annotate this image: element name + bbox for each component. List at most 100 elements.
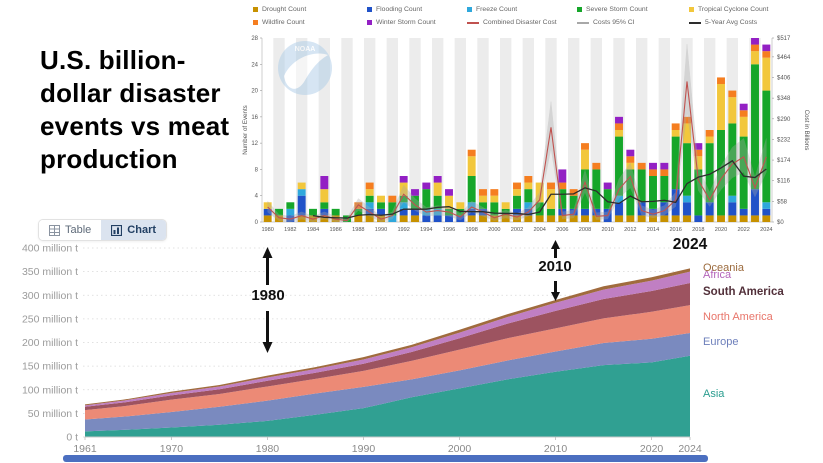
bar-segment (388, 202, 397, 216)
arrow-down-1980 (262, 311, 273, 353)
bar-segment (717, 215, 725, 222)
bar-segment (524, 182, 533, 190)
bar-segment (479, 189, 487, 196)
chart-tab-label: Chart (127, 224, 157, 236)
bar-segment (320, 208, 329, 216)
bar-segment (433, 176, 442, 183)
bar-segment (501, 208, 510, 216)
bar-segment (728, 215, 737, 222)
bar-segment (671, 123, 680, 130)
chart-tab[interactable]: Chart (101, 220, 167, 240)
bar-segment (547, 208, 555, 216)
bar-segment (558, 169, 567, 183)
bar-segment (433, 215, 442, 222)
x-tick-label: 2018 (692, 227, 704, 233)
x-tick-label: 2016 (669, 227, 681, 233)
bar-segment (479, 195, 487, 203)
bar-segment (411, 195, 419, 209)
x-tick-label: 1988 (352, 227, 364, 233)
bar-segment (762, 51, 771, 58)
bar-segment (456, 208, 465, 216)
region-label-africa: Africa (703, 269, 732, 282)
bar-segment (365, 182, 374, 190)
bar-segment (286, 202, 295, 209)
left-tick-label: 0 (255, 220, 259, 226)
bar-segment (263, 208, 272, 216)
bar-segment (739, 103, 748, 111)
bar-segment (694, 156, 703, 170)
bar-segment (581, 143, 589, 150)
y-tick-label: 300 million t (22, 290, 78, 302)
bar-segment (603, 182, 612, 190)
bar-segment (399, 195, 408, 203)
bar-segment (728, 195, 737, 203)
bar-segment (456, 215, 465, 222)
x-tick-label: 1996 (443, 227, 455, 233)
bar-segment (377, 195, 385, 203)
bar-segment (671, 130, 680, 137)
bar-segment (751, 215, 759, 222)
bar-segment (728, 123, 737, 196)
bar-segment (581, 208, 589, 216)
bar-segment (626, 162, 635, 170)
bar-segment (717, 84, 725, 130)
x-tick-label: 2022 (737, 227, 749, 233)
year-stripe (500, 38, 512, 222)
page-title: U.S. billion- dollar disaster events vs … (40, 44, 255, 176)
bar-segment (558, 182, 567, 190)
bar-segment (626, 215, 635, 222)
right-tick-label: $174 (777, 158, 791, 164)
bar-segment (399, 182, 408, 196)
legend-item: Wildfire Count (253, 19, 367, 26)
x-tick-label: 2010 (601, 227, 613, 233)
bar-segment (411, 208, 419, 216)
bar-segment (297, 215, 306, 222)
bar-segment (592, 215, 601, 222)
bar-segment (365, 189, 374, 196)
right-axis-title: Cost in Billions (803, 110, 810, 151)
y-tick-label: 0 t (66, 432, 78, 444)
bar-segment (671, 136, 680, 190)
area-europe (85, 333, 690, 432)
year-stripe (364, 38, 376, 222)
bar-segment (592, 169, 601, 209)
bar-segment (637, 215, 646, 222)
year-stripe (522, 38, 534, 222)
bar-segment (365, 202, 374, 209)
bar-segment (751, 189, 759, 216)
left-tick-label: 20 (251, 89, 258, 95)
x-tick-label: 1992 (397, 227, 409, 233)
legend-swatch (367, 20, 372, 25)
bar-segment (569, 189, 578, 196)
bar-segment (445, 195, 453, 209)
x-tick-label: 2012 (624, 227, 636, 233)
bar-segment (467, 156, 476, 176)
left-tick-label: 4 (255, 194, 259, 200)
bar-segment (297, 195, 306, 216)
x-tick-label: 2020 (715, 227, 727, 233)
region-label-north-america: North America (703, 311, 773, 324)
bar-segment (626, 156, 635, 163)
timeline-slider[interactable] (63, 455, 708, 462)
left-axis-title: Number of Events (242, 105, 249, 155)
bar-segment (649, 176, 657, 209)
legend-label: Tropical Cyclone Count (698, 6, 769, 13)
bar-segment (365, 215, 374, 222)
bar-segment (739, 208, 748, 216)
bar-segment (683, 202, 691, 216)
area-north-america (85, 305, 690, 420)
bar-segment (524, 176, 533, 183)
table-tab[interactable]: Table (39, 220, 102, 240)
bar-segment (524, 202, 533, 209)
bar-segment (728, 90, 737, 98)
bar-segment (354, 215, 363, 222)
y-tick-label: 250 million t (22, 313, 78, 325)
bar-segment (354, 208, 363, 216)
bar-segment (592, 162, 601, 170)
bar-segment (275, 208, 283, 216)
noaa-logo-watermark: NOAA (278, 41, 332, 95)
legend-swatch (467, 21, 479, 24)
x-tick-label: 1990 (352, 443, 376, 455)
bar-segment (739, 215, 748, 222)
x-tick-label: 1980 (256, 443, 280, 455)
